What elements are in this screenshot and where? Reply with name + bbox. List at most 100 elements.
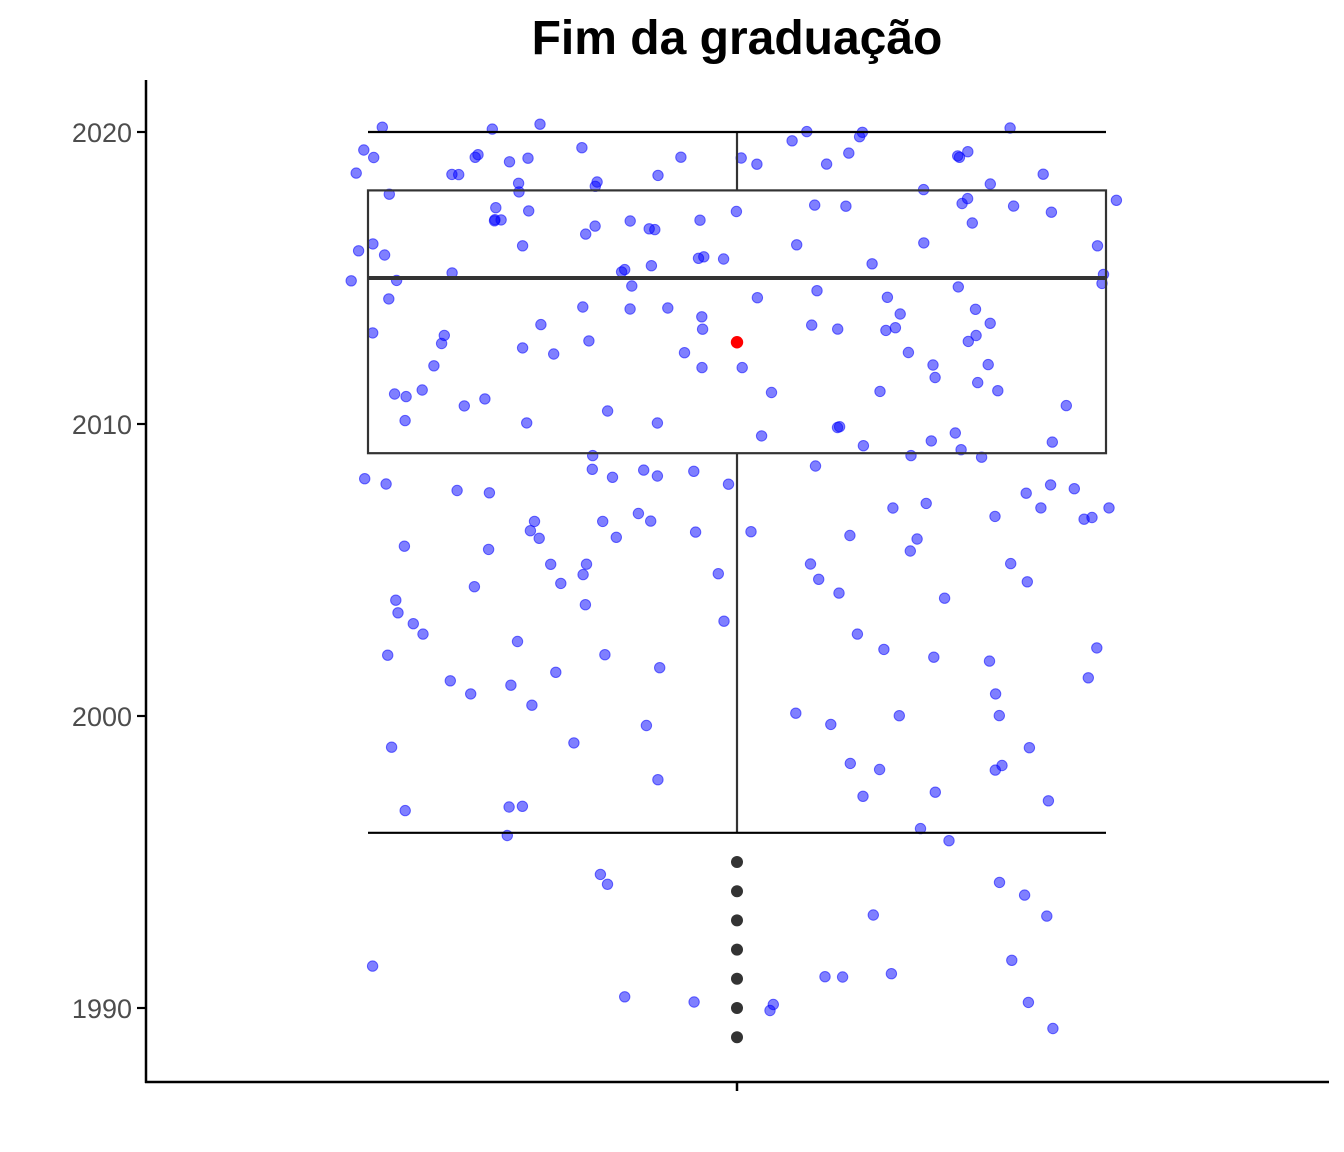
data-point [479, 393, 491, 405]
chart-title: Fim da graduação [532, 12, 943, 65]
data-point [961, 192, 974, 205]
data-point [809, 460, 822, 472]
data-point [367, 238, 379, 250]
data-point [526, 699, 538, 711]
outlier-point [731, 1002, 743, 1014]
data-point [1018, 889, 1031, 901]
data-point [626, 280, 638, 292]
data-point [576, 142, 588, 154]
data-point [594, 868, 607, 881]
data-point [857, 440, 870, 452]
data-point [388, 388, 401, 400]
data-point [482, 543, 495, 556]
data-point [444, 675, 456, 687]
data-point [692, 252, 705, 264]
y-tick-label: 2020 [72, 118, 132, 148]
data-point [399, 414, 411, 427]
data-point [688, 465, 700, 477]
data-point [722, 478, 735, 490]
data-point [696, 323, 709, 335]
data-point [465, 688, 477, 700]
data-point [516, 800, 529, 812]
data-point [398, 540, 411, 552]
data-point [820, 158, 833, 170]
data-point [819, 971, 831, 983]
data-point [696, 311, 708, 323]
data-point [989, 688, 1002, 700]
data-point [619, 263, 631, 276]
outlier-points [731, 856, 743, 1044]
data-point [689, 526, 702, 538]
data-point [383, 188, 395, 200]
data-point [881, 291, 894, 303]
data-point [851, 628, 864, 640]
data-point [533, 532, 545, 544]
data-point [866, 258, 878, 270]
outlier-point [731, 943, 743, 956]
data-point [675, 151, 687, 163]
data-point [949, 427, 961, 439]
data-point [511, 635, 524, 648]
y-ticks: 1990 2000 2010 2020 [72, 118, 146, 1024]
data-point [610, 531, 622, 543]
boxplot [366, 130, 1108, 834]
data-point [844, 757, 856, 770]
data-point [928, 651, 940, 663]
data-point [586, 463, 598, 475]
data-point [751, 158, 763, 170]
data-point [938, 592, 951, 604]
data-point [468, 581, 481, 593]
data-point [385, 741, 398, 753]
data-point [392, 607, 404, 619]
data-point [857, 790, 869, 802]
data-point [904, 545, 916, 557]
data-point [791, 239, 803, 251]
data-point [483, 487, 496, 499]
data-point [953, 151, 966, 164]
data-point [505, 679, 517, 691]
data-point [1078, 513, 1090, 525]
data-point [755, 430, 768, 442]
outlier-point [731, 885, 743, 898]
data-point [885, 968, 898, 980]
data-point [887, 502, 899, 514]
data-point [407, 618, 419, 630]
data-point [366, 960, 379, 972]
data-point [984, 178, 996, 190]
data-point [624, 303, 636, 315]
data-point [833, 421, 846, 433]
data-point [345, 275, 357, 287]
data-point [579, 599, 592, 611]
data-point [524, 525, 537, 537]
data-point [624, 215, 636, 227]
data-point [528, 515, 541, 528]
data-point [905, 449, 917, 462]
data-point [1037, 168, 1049, 180]
data-point [651, 417, 664, 429]
outlier-point [731, 914, 743, 927]
data-point [918, 237, 930, 249]
data-point [654, 662, 666, 674]
data-point [873, 763, 886, 776]
data-point [929, 371, 941, 384]
data-point [662, 302, 674, 314]
data-point [806, 319, 818, 331]
data-point [583, 335, 595, 347]
data-point [446, 168, 458, 181]
data-point [400, 390, 412, 403]
data-point [833, 587, 845, 599]
box-iqr [366, 189, 1108, 455]
data-point [451, 484, 463, 497]
outlier-point [731, 856, 743, 868]
data-point [1044, 479, 1057, 491]
data-point [984, 317, 996, 329]
data-point [929, 786, 941, 798]
data-point [438, 329, 450, 342]
data-point [352, 245, 365, 257]
data-point [813, 573, 825, 585]
data-point [1042, 795, 1055, 807]
y-tick-label: 1990 [72, 994, 132, 1024]
data-point [867, 909, 879, 921]
data-point [745, 526, 757, 538]
data-point [580, 228, 592, 240]
